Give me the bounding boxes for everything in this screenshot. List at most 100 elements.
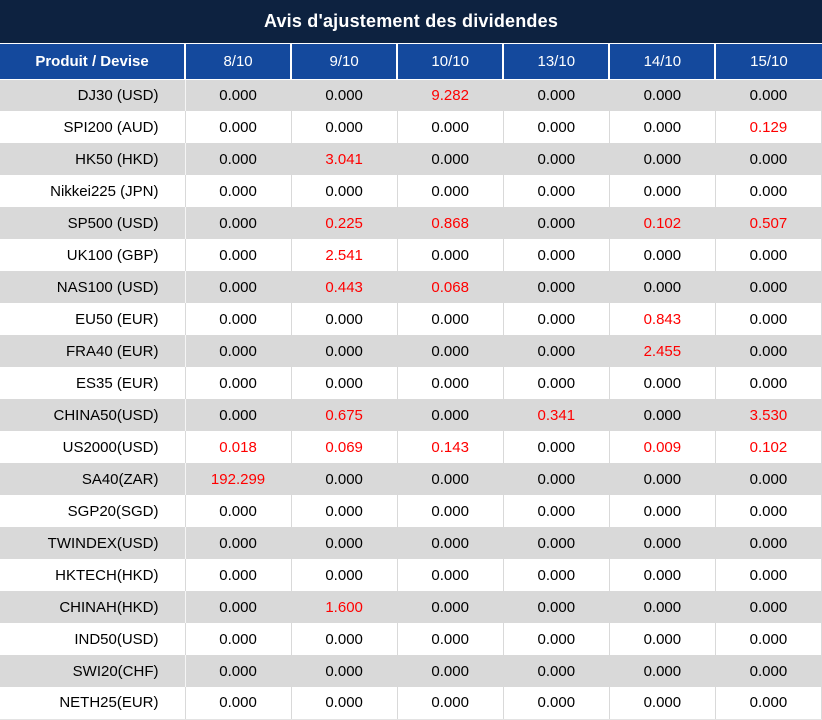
value-cell: 0.009: [609, 431, 716, 463]
table-row: SWI20(CHF) 0.000 0.000 0.000 0.000 0.000 0.000: [0, 655, 822, 687]
product-cell: EU50 (EUR): [0, 303, 186, 335]
value-cell: 0.000: [715, 271, 822, 303]
table-row: DJ30 (USD) 0.000 0.000 9.282 0.000 0.000 0.000: [0, 79, 822, 111]
value-cell: 0.000: [291, 175, 398, 207]
value-cell: 0.000: [503, 303, 610, 335]
product-cell: CHINA50(USD): [0, 399, 186, 431]
product-cell: FRA40 (EUR): [0, 335, 186, 367]
value-cell: 0.000: [715, 463, 822, 495]
product-cell: NAS100 (USD): [0, 271, 186, 303]
value-cell: 0.000: [715, 591, 822, 623]
value-cell: 0.000: [609, 175, 716, 207]
value-cell: 0.000: [291, 687, 398, 720]
product-cell: SPI200 (AUD): [0, 111, 186, 143]
table-row: US2000(USD) 0.018 0.069 0.143 0.000 0.009 0.10…: [0, 431, 822, 463]
value-cell: 0.000: [503, 271, 610, 303]
table-row: FRA40 (EUR) 0.000 0.000 0.000 0.000 2.455 0.00…: [0, 335, 822, 367]
value-cell: 0.102: [715, 431, 822, 463]
value-cell: 0.000: [503, 207, 610, 239]
value-cell: 0.143: [397, 431, 504, 463]
value-cell: 0.000: [609, 527, 716, 559]
product-cell: HKTECH(HKD): [0, 559, 186, 591]
value-cell: 0.443: [291, 271, 398, 303]
product-cell: US2000(USD): [0, 431, 186, 463]
value-cell: 0.000: [291, 655, 398, 687]
table-row: SP500 (USD) 0.000 0.225 0.868 0.000 0.102 0.50…: [0, 207, 822, 239]
value-cell: 0.000: [715, 175, 822, 207]
table-row: EU50 (EUR) 0.000 0.000 0.000 0.000 0.843 0.000: [0, 303, 822, 335]
value-cell: 0.000: [609, 591, 716, 623]
value-cell: 0.225: [291, 207, 398, 239]
value-cell: 0.000: [185, 591, 292, 623]
value-cell: 0.000: [291, 559, 398, 591]
value-cell: 0.000: [291, 367, 398, 399]
column-header-date: 8/10: [185, 44, 293, 80]
value-cell: 0.000: [185, 623, 292, 655]
value-cell: 0.000: [185, 399, 292, 431]
table-body: DJ30 (USD) 0.000 0.000 9.282 0.000 0.000 0.000…: [0, 79, 822, 720]
product-cell: CHINAH(HKD): [0, 591, 186, 623]
dividend-adjustments-table: Produit / Devise 8/10 9/10 10/10 13/10 14/10…: [0, 44, 822, 720]
value-cell: 0.000: [503, 623, 610, 655]
value-cell: 0.000: [715, 495, 822, 527]
value-cell: 0.000: [715, 335, 822, 367]
value-cell: 0.000: [715, 655, 822, 687]
value-cell: 0.000: [397, 495, 504, 527]
value-cell: 0.000: [609, 623, 716, 655]
value-cell: 0.000: [185, 527, 292, 559]
product-cell: SGP20(SGD): [0, 495, 186, 527]
value-cell: 0.000: [609, 239, 716, 271]
value-cell: 0.000: [185, 79, 292, 111]
value-cell: 0.000: [715, 143, 822, 175]
value-cell: 0.000: [609, 495, 716, 527]
value-cell: 0.000: [503, 239, 610, 271]
value-cell: 0.000: [185, 303, 292, 335]
value-cell: 0.000: [503, 495, 610, 527]
value-cell: 0.843: [609, 303, 716, 335]
value-cell: 0.000: [503, 687, 610, 720]
value-cell: 0.000: [185, 559, 292, 591]
value-cell: 3.530: [715, 399, 822, 431]
value-cell: 0.868: [397, 207, 504, 239]
value-cell: 0.000: [503, 591, 610, 623]
column-header-date: 14/10: [609, 44, 717, 80]
table-row: UK100 (GBP) 0.000 2.541 0.000 0.000 0.000 0.00…: [0, 239, 822, 271]
value-cell: 0.000: [185, 207, 292, 239]
table-row: HK50 (HKD) 0.000 3.041 0.000 0.000 0.000 0.000: [0, 143, 822, 175]
page-title: Avis d'ajustement des dividendes: [0, 0, 822, 44]
product-cell: SP500 (USD): [0, 207, 186, 239]
column-header-date: 10/10: [397, 44, 505, 80]
value-cell: 192.299: [185, 463, 292, 495]
value-cell: 0.000: [503, 527, 610, 559]
value-cell: 0.000: [715, 303, 822, 335]
value-cell: 0.000: [397, 335, 504, 367]
value-cell: 0.000: [185, 239, 292, 271]
value-cell: 0.000: [503, 559, 610, 591]
value-cell: 0.000: [291, 623, 398, 655]
table-row: HKTECH(HKD) 0.000 0.000 0.000 0.000 0.000 0.00…: [0, 559, 822, 591]
value-cell: 3.041: [291, 143, 398, 175]
value-cell: 0.000: [291, 79, 398, 111]
value-cell: 0.000: [397, 239, 504, 271]
value-cell: 0.000: [185, 111, 292, 143]
value-cell: 0.000: [291, 335, 398, 367]
value-cell: 0.000: [609, 463, 716, 495]
value-cell: 0.000: [503, 175, 610, 207]
value-cell: 0.000: [291, 527, 398, 559]
value-cell: 0.000: [397, 175, 504, 207]
value-cell: 0.000: [715, 623, 822, 655]
value-cell: 9.282: [397, 79, 504, 111]
value-cell: 0.129: [715, 111, 822, 143]
table-row: NAS100 (USD) 0.000 0.443 0.068 0.000 0.000 0.0…: [0, 271, 822, 303]
value-cell: 0.000: [397, 591, 504, 623]
column-header-product: Produit / Devise: [0, 44, 186, 80]
table-row: Nikkei225 (JPN) 0.000 0.000 0.000 0.000 0.000…: [0, 175, 822, 207]
table-row: CHINA50(USD) 0.000 0.675 0.000 0.341 0.000 3.5…: [0, 399, 822, 431]
value-cell: 0.000: [397, 655, 504, 687]
value-cell: 0.000: [503, 335, 610, 367]
value-cell: 0.000: [397, 143, 504, 175]
table-row: ES35 (EUR) 0.000 0.000 0.000 0.000 0.000 0.000: [0, 367, 822, 399]
header-row: Produit / Devise 8/10 9/10 10/10 13/10 14/10…: [0, 44, 822, 80]
product-cell: Nikkei225 (JPN): [0, 175, 186, 207]
value-cell: 0.000: [609, 271, 716, 303]
